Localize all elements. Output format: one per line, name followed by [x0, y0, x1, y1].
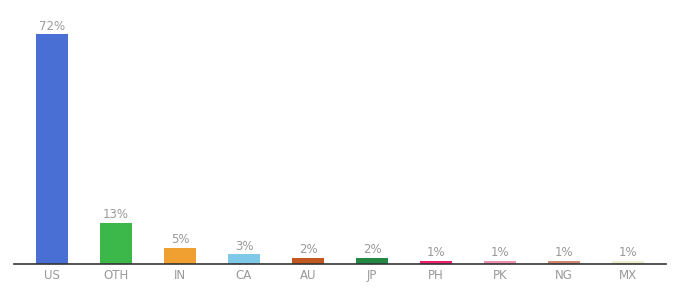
Text: 72%: 72%: [39, 20, 65, 33]
Text: 2%: 2%: [362, 243, 381, 256]
Text: 1%: 1%: [619, 246, 637, 259]
Bar: [420, 261, 452, 264]
Bar: [612, 261, 644, 264]
Bar: [164, 248, 196, 264]
Bar: [36, 34, 68, 264]
Text: 1%: 1%: [555, 246, 573, 259]
Bar: [228, 254, 260, 264]
Text: 13%: 13%: [103, 208, 129, 221]
Bar: [100, 223, 132, 264]
Bar: [484, 261, 516, 264]
Bar: [548, 261, 580, 264]
Text: 1%: 1%: [426, 246, 445, 259]
Text: 1%: 1%: [491, 246, 509, 259]
Bar: [292, 258, 324, 264]
Text: 5%: 5%: [171, 233, 189, 246]
Bar: [356, 258, 388, 264]
Text: 3%: 3%: [235, 240, 253, 253]
Text: 2%: 2%: [299, 243, 318, 256]
